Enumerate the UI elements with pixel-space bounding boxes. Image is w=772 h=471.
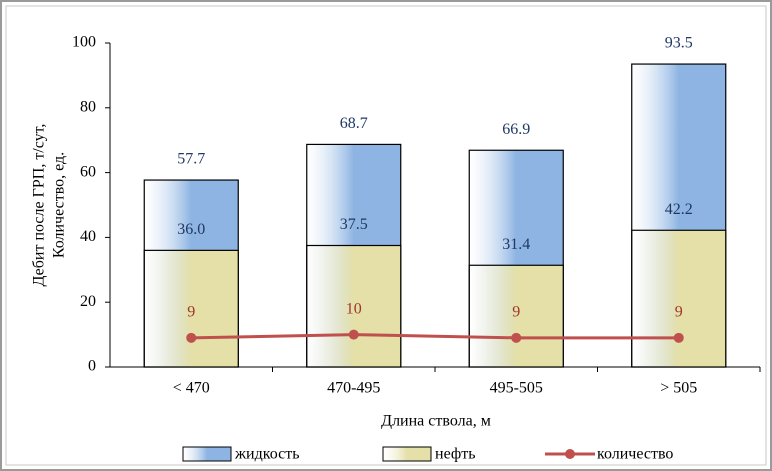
- y-tick-label: 40: [80, 228, 96, 245]
- bar: [631, 229, 727, 368]
- value-label: 68.7: [340, 115, 368, 132]
- y-axis-label: Дебит после ГРП, т/сут,: [31, 124, 48, 287]
- value-label: 9: [675, 304, 683, 321]
- legend-label: количество: [597, 446, 673, 463]
- value-label: 37.5: [340, 216, 368, 233]
- value-label: 57.7: [177, 151, 205, 168]
- value-label: 9: [512, 304, 520, 321]
- x-tick-label: < 470: [173, 380, 210, 397]
- line-point: [673, 332, 684, 343]
- legend-label: нефть: [435, 446, 476, 463]
- x-tick-label: > 505: [660, 380, 697, 397]
- y-tick-label: 100: [72, 34, 96, 51]
- value-label: 42.2: [665, 201, 693, 218]
- bar: [468, 264, 564, 368]
- value-label: 66.9: [502, 121, 530, 138]
- bar: [306, 244, 402, 368]
- legend-swatch: [382, 446, 432, 462]
- value-label: 36.0: [177, 221, 205, 238]
- x-tick-label: 470-495: [327, 380, 380, 397]
- value-label: 93.5: [665, 35, 693, 52]
- y-tick-label: 20: [80, 293, 96, 310]
- line-point: [186, 332, 197, 343]
- x-tick-label: 495-505: [490, 380, 543, 397]
- legend-swatch: [182, 446, 232, 462]
- line-point: [348, 329, 359, 340]
- legend-label: жидкость: [234, 446, 300, 463]
- line-point: [511, 332, 522, 343]
- legend-swatch: [565, 449, 575, 459]
- y-tick-label: 60: [80, 163, 96, 180]
- y-axis-label: Количество, ед.: [51, 152, 68, 258]
- line: [191, 333, 679, 340]
- y-tick-label: 0: [88, 358, 96, 375]
- x-axis-label: Длина ствола, м: [381, 413, 491, 430]
- bar: [143, 249, 239, 368]
- inner-frame: [5, 5, 767, 466]
- value-label: 9: [187, 304, 195, 321]
- y-tick-label: 80: [80, 98, 96, 115]
- value-label: 10: [346, 300, 362, 317]
- value-label: 31.4: [502, 236, 530, 253]
